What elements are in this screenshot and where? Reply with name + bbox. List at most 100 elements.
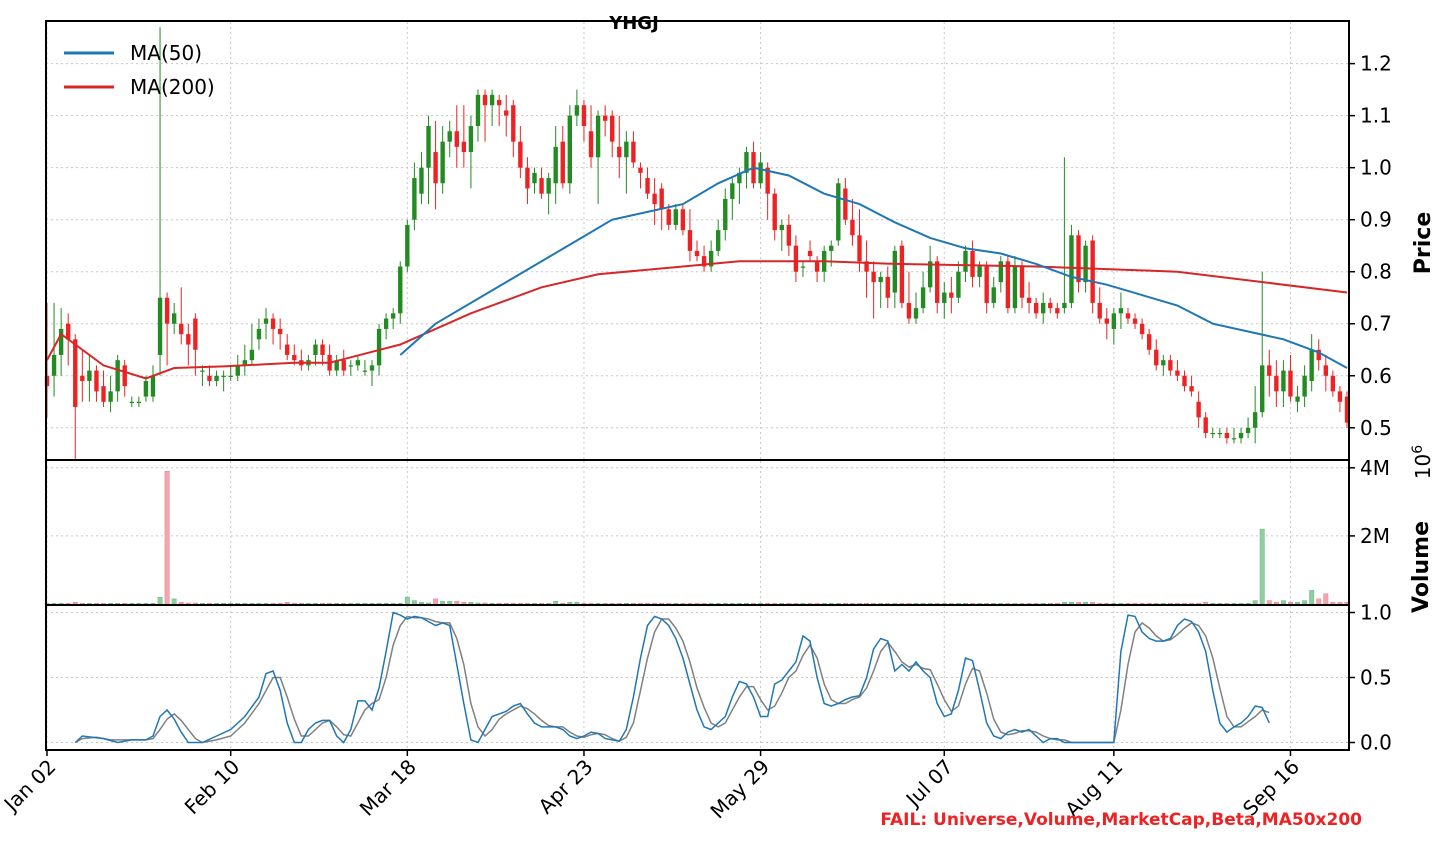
- candle-body: [58, 328, 64, 355]
- volume-bar: [1217, 603, 1223, 605]
- volume-bar: [1252, 600, 1258, 605]
- volume-bar: [857, 603, 862, 605]
- candle-body: [221, 375, 226, 377]
- candle-body: [200, 370, 205, 372]
- volume-bar: [313, 603, 318, 605]
- candle-body: [744, 152, 749, 173]
- candle-body: [737, 172, 742, 184]
- legend-ma50-label: MA(50): [130, 41, 202, 65]
- candle-body: [1048, 302, 1053, 309]
- candle-body: [228, 375, 233, 377]
- candle-body: [136, 401, 142, 403]
- candle-body: [1118, 308, 1124, 314]
- candle-body: [673, 209, 678, 225]
- candle-body: [313, 344, 318, 355]
- volume-bar: [284, 602, 290, 605]
- candle-body: [1309, 349, 1314, 381]
- candle-body: [51, 354, 57, 376]
- volume-bar: [383, 603, 389, 605]
- volume-bar: [772, 603, 778, 605]
- volume-bar: [1238, 603, 1244, 605]
- candle-body: [786, 224, 792, 246]
- volume-bar: [320, 603, 325, 605]
- candle-body: [1238, 432, 1244, 439]
- candle-body: [701, 256, 707, 267]
- candle-body: [885, 276, 890, 298]
- candle-body: [617, 146, 622, 158]
- candle-body: [383, 318, 389, 329]
- volume-bar: [758, 603, 764, 605]
- volume-bar: [235, 603, 241, 605]
- volume-bar: [871, 603, 877, 605]
- candle-body: [793, 245, 799, 272]
- candle-body: [348, 365, 353, 367]
- candle-body: [405, 224, 410, 267]
- volume-bar: [1061, 602, 1067, 605]
- candle-body: [376, 328, 382, 366]
- volume-bar: [736, 603, 742, 605]
- volume-bar: [948, 603, 954, 605]
- candle-body: [1069, 235, 1074, 303]
- candle-body: [1224, 432, 1230, 439]
- candle-body: [814, 261, 820, 272]
- volume-bar: [1273, 602, 1279, 605]
- candle-body: [659, 188, 664, 210]
- volume-bar: [411, 600, 417, 605]
- candle-body: [913, 308, 919, 319]
- volume-bar: [108, 603, 114, 605]
- volume-bar: [546, 603, 552, 605]
- volume-bar: [397, 603, 403, 605]
- price-grid: [46, 22, 1349, 459]
- candle-body: [1019, 266, 1025, 298]
- candle-body: [1076, 235, 1081, 283]
- volume-bar: [1224, 603, 1230, 605]
- volume-bar: [984, 603, 990, 605]
- candle-body: [426, 126, 431, 168]
- candle-body: [560, 141, 565, 184]
- volume-axis-label: Volume: [1409, 521, 1434, 613]
- volume-bar: [150, 603, 156, 605]
- volume-bar: [496, 603, 502, 605]
- volume-bar: [602, 603, 608, 605]
- candle-body: [857, 235, 862, 262]
- volume-bar: [1076, 602, 1081, 605]
- volume-bar: [793, 603, 799, 605]
- candle-body: [730, 183, 735, 199]
- candle-body: [1005, 261, 1011, 309]
- candle-body: [179, 323, 184, 335]
- volume-bar: [729, 603, 735, 605]
- candle-body: [277, 328, 283, 335]
- candle-body: [66, 323, 71, 340]
- volume-bar: [524, 603, 530, 605]
- candle-body: [631, 141, 636, 163]
- candle-body: [419, 167, 424, 194]
- volume-bar: [645, 603, 650, 605]
- volume-bar: [539, 603, 545, 605]
- candle-body: [214, 375, 219, 381]
- candle-body: [235, 365, 240, 376]
- candle-body: [1274, 375, 1279, 392]
- volume-bar: [1125, 603, 1131, 605]
- volume-bar: [1054, 603, 1060, 605]
- price-tick-label: 1.1: [1360, 104, 1392, 128]
- candle-body: [610, 115, 615, 142]
- volume-bar: [722, 603, 728, 605]
- candle-body: [772, 193, 777, 231]
- volume-bar: [1005, 603, 1011, 605]
- volume-bar: [355, 603, 361, 605]
- candle-body: [489, 94, 495, 106]
- volume-bar: [666, 603, 672, 605]
- volume-bar: [86, 603, 92, 605]
- candle-body: [1090, 240, 1095, 303]
- candle-body: [94, 370, 99, 392]
- volume-bar: [263, 603, 269, 605]
- volume-bar: [899, 603, 905, 605]
- volume-bar: [779, 603, 785, 605]
- volume-bar: [680, 603, 686, 605]
- volume-bar: [256, 603, 262, 605]
- volume-bar: [1196, 603, 1202, 605]
- candle-body: [892, 250, 898, 293]
- volume-bar: [72, 602, 78, 605]
- candle-body: [1132, 318, 1138, 324]
- volume-bar: [122, 603, 128, 605]
